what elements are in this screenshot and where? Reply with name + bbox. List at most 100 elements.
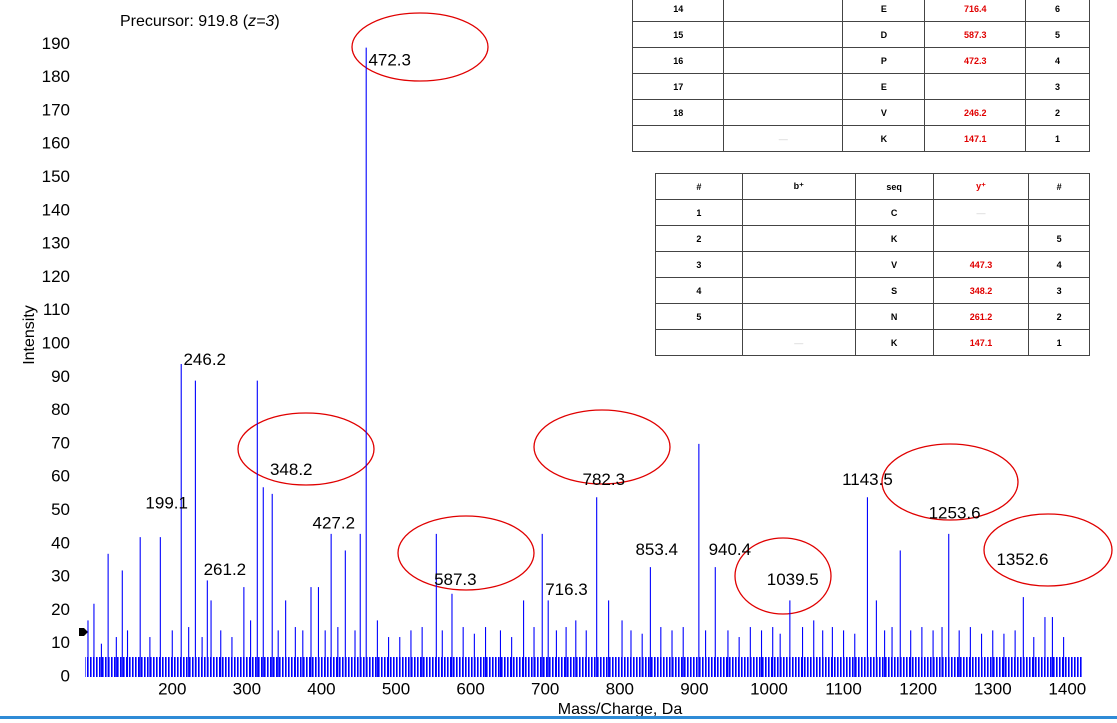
y-tick-label: 160 (42, 134, 70, 153)
peak-annotation: 348.2 (270, 460, 313, 479)
table-cell (741, 251, 856, 278)
x-tick-label: 1300 (974, 679, 1012, 698)
table-cell: 16 (631, 47, 725, 74)
x-tick-label: 500 (382, 679, 410, 698)
table-row: 14 E 716.4 6 (631, 0, 1091, 22)
table-cell: b⁺ (741, 173, 856, 200)
peak-annotation: 427.2 (312, 513, 355, 532)
x-tick-label: 700 (531, 679, 559, 698)
table-cell (741, 225, 856, 252)
y-tick-label: 140 (42, 200, 70, 219)
table-cell: 246.2 (924, 99, 1026, 126)
table-cell (932, 225, 1030, 252)
table-row: — K 147.1 1 (655, 329, 1090, 356)
peak-annotation: 1253.6 (929, 503, 981, 522)
table-row: 1 C — (655, 199, 1090, 226)
y-tick-label: 70 (51, 433, 70, 452)
x-tick-label: 1000 (750, 679, 788, 698)
table-cell: — (741, 329, 856, 356)
table-cell: K (854, 225, 934, 252)
table-row: — K 147.1 1 (631, 125, 1091, 152)
table-cell: 1 (655, 199, 743, 226)
table-cell: 18 (631, 99, 725, 126)
table-cell: V (854, 251, 934, 278)
noise-floor (85, 657, 1083, 677)
circle (533, 409, 671, 485)
x-tick-label: 200 (158, 679, 186, 698)
y-tick-label: 0 (61, 666, 70, 685)
table-cell: S (854, 277, 934, 304)
y-tick-label: 20 (51, 600, 70, 619)
table-cell: K (842, 125, 926, 152)
y-tick-label: 110 (43, 300, 70, 319)
y-tick-label: 120 (42, 267, 70, 286)
x-tick-label: 600 (456, 679, 484, 698)
table-cell (723, 47, 844, 74)
x-tick-label: 1400 (1048, 679, 1086, 698)
table-row: 3 V 447.3 4 (655, 251, 1090, 278)
x-tick-label: 1100 (825, 679, 862, 698)
table-cell: 348.2 (932, 277, 1030, 304)
table-cell: 15 (631, 21, 725, 48)
table-cell: 716.4 (924, 0, 1026, 22)
table-row: 2 K 5 (655, 225, 1090, 252)
y-tick-label: 60 (51, 467, 70, 486)
y-tick-label: 10 (51, 633, 70, 652)
table-cell (1028, 199, 1090, 226)
fragment-table: 14 E 716.4 6 15 D 587.3 5 16 P 472.3 4 17 E 3 18 V 246.2 2… (631, 0, 1091, 152)
table-cell: P (842, 47, 926, 74)
peak-annotation: 716.3 (545, 580, 588, 599)
peak-annotation: 587.3 (434, 570, 477, 589)
table-cell: K (854, 329, 934, 356)
peak-annotation: 199.1 (145, 493, 188, 512)
table-cell: 587.3 (924, 21, 1026, 48)
table-cell: # (655, 173, 743, 200)
table-row: # b⁺ seq y⁺ # (655, 173, 1090, 200)
peak-annotation: 1143.5 (842, 470, 893, 489)
circle (983, 513, 1113, 587)
circle (351, 12, 489, 82)
table-cell (741, 277, 856, 304)
table-cell: D (842, 21, 926, 48)
peak-annotation: 261.2 (204, 560, 247, 579)
x-tick-label: 400 (307, 679, 335, 698)
table-cell: 447.3 (932, 251, 1030, 278)
table-cell: C (854, 199, 934, 226)
table-row: 17 E 3 (631, 73, 1091, 100)
y-tick-label: 180 (42, 67, 70, 86)
table-row: 5 N 261.2 2 (655, 303, 1090, 330)
table-cell: 3 (1028, 277, 1090, 304)
table-cell: 3 (1024, 73, 1091, 100)
table-cell: 17 (631, 73, 725, 100)
peak-annotation: 472.3 (368, 50, 411, 69)
y-axis-label: Intensity (21, 305, 38, 365)
table-cell: 472.3 (924, 47, 1026, 74)
circle (397, 515, 535, 591)
table-cell: 261.2 (932, 303, 1030, 330)
table-cell: 1 (1024, 125, 1091, 152)
table-cell: 2 (1024, 99, 1091, 126)
table-cell (723, 21, 844, 48)
table-row: 15 D 587.3 5 (631, 21, 1091, 48)
table-cell (723, 99, 844, 126)
table-cell: E (842, 73, 926, 100)
peak-annotation: 1352.6 (996, 550, 1048, 569)
window-border (0, 716, 1117, 719)
y-tick-label: 170 (42, 100, 70, 119)
table-cell: 6 (1024, 0, 1091, 22)
table-cell: y⁺ (932, 173, 1030, 200)
peak-annotation: 853.4 (635, 540, 678, 559)
y-tick-label: 150 (42, 167, 70, 186)
circle (237, 412, 375, 486)
x-axis-label: Mass/Charge, Da (558, 701, 683, 718)
table-cell: 3 (655, 251, 743, 278)
table-cell: seq (854, 173, 934, 200)
x-tick-label: 900 (680, 679, 708, 698)
circle (734, 537, 832, 615)
y-tick-label: 190 (42, 34, 70, 53)
table-cell: 4 (655, 277, 743, 304)
table-cell: 147.1 (924, 125, 1026, 152)
table-cell: 2 (1028, 303, 1090, 330)
table-cell: V (842, 99, 926, 126)
